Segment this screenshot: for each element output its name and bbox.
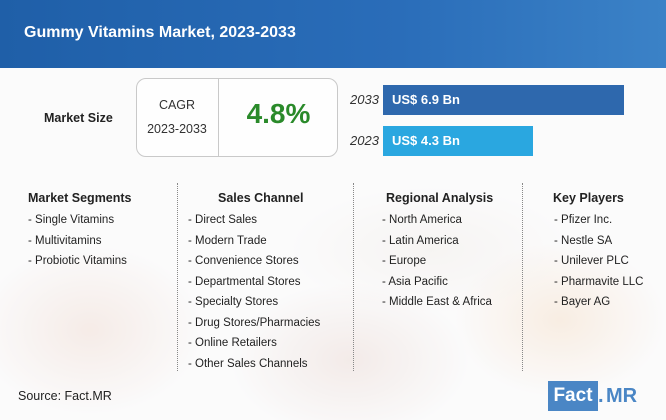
column-divider	[522, 183, 523, 371]
bar-2023	[383, 126, 534, 156]
list-item: - Online Retailers	[188, 337, 277, 349]
list-item: - Single Vitamins	[28, 214, 115, 226]
list-item: - Direct Sales	[188, 214, 258, 226]
cagr-period: 2023-2033	[147, 122, 207, 136]
key-players-list: - Pfizer Inc. - Nestle SA - Unilever PLC…	[554, 212, 643, 315]
list-item: - Unilever PLC	[554, 255, 629, 267]
list-item: - Pharmavite LLC	[554, 275, 644, 288]
regional-heading: Regional Analysis	[386, 191, 494, 205]
list-item: - Asia Pacific	[382, 275, 448, 288]
bar-year-label: 2033	[350, 92, 379, 107]
key-players-heading: Key Players	[553, 191, 624, 205]
cagr-value: 4.8%	[246, 98, 311, 129]
column-divider	[353, 183, 354, 371]
list-item: - Drug Stores/Pharmacies	[188, 316, 321, 329]
column-divider	[177, 183, 178, 371]
bar-value-label: US$ 4.3 Bn	[392, 133, 460, 148]
sales-channel-heading: Sales Channel	[218, 191, 304, 205]
segments-list: - Single Vitamins - Multivitamins - Prob…	[28, 212, 127, 274]
header-banner: Gummy Vitamins Market, 2023-2033	[0, 0, 666, 68]
cagr-divider	[218, 78, 219, 157]
bar-value-label: US$ 6.9 Bn	[392, 92, 460, 107]
list-item: - Specialty Stores	[188, 296, 279, 308]
factmr-logo: Fact . MR	[548, 381, 656, 411]
page-title: Gummy Vitamins Market, 2023-2033	[24, 24, 296, 41]
logo-dot-text: .	[598, 385, 604, 407]
bar-year-label: 2023	[350, 133, 379, 148]
list-item: - Bayer AG	[554, 296, 611, 308]
list-item: - Europe	[382, 255, 427, 267]
list-item: - Latin America	[382, 234, 459, 247]
list-item: - Pfizer Inc.	[554, 214, 613, 226]
list-item: - Nestle SA	[554, 234, 613, 247]
list-item: - Multivitamins	[28, 234, 102, 247]
regional-list: - North America - Latin America - Europe…	[382, 212, 492, 315]
bar-2033	[383, 85, 624, 115]
list-item: - Other Sales Channels	[188, 357, 308, 370]
list-item: - Departmental Stores	[188, 275, 301, 288]
sales-channel-list: - Direct Sales - Modern Trade - Convenie…	[188, 212, 320, 376]
market-size-label: Market Size	[44, 111, 113, 125]
segments-heading: Market Segments	[28, 191, 132, 205]
cagr-box	[136, 78, 338, 157]
list-item: - Middle East & Africa	[382, 296, 492, 308]
source-note: Source: Fact.MR	[18, 389, 112, 403]
list-item: - Modern Trade	[188, 234, 267, 247]
cagr-label: CAGR	[158, 98, 196, 112]
list-item: - North America	[382, 214, 462, 226]
list-item: - Convenience Stores	[188, 255, 299, 267]
list-item: - Probiotic Vitamins	[28, 255, 127, 267]
logo-mr-text: MR	[606, 385, 638, 407]
logo-fact-text: Fact	[548, 381, 598, 411]
